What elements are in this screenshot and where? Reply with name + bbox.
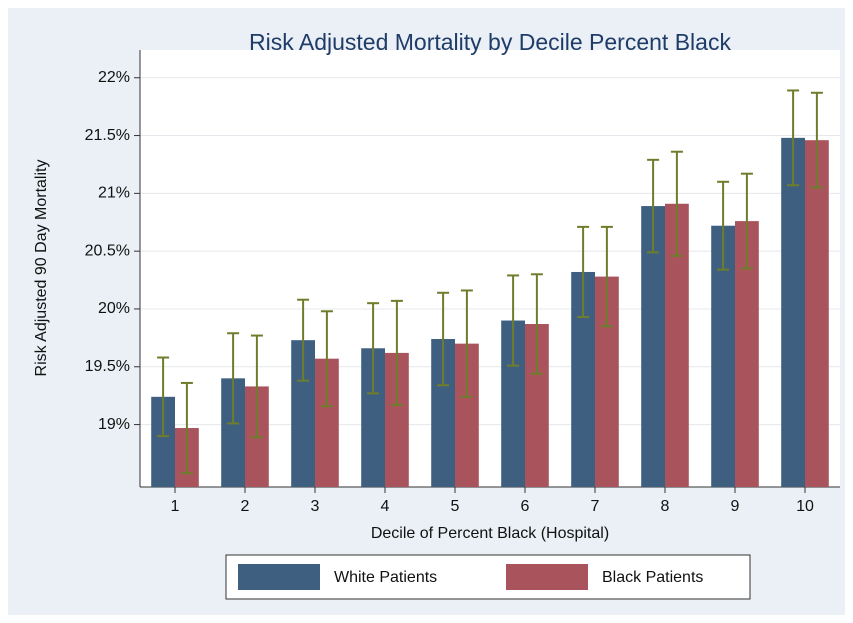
- x-tick-label: 9: [731, 498, 740, 515]
- legend-swatch: [238, 564, 320, 590]
- bar: [571, 271, 595, 487]
- bar: [385, 352, 409, 487]
- y-tick-label: 21%: [98, 185, 130, 202]
- bar: [641, 206, 665, 488]
- x-tick-label: 1: [171, 498, 180, 515]
- x-tick-label: 7: [591, 498, 600, 515]
- y-tick-label: 22%: [98, 69, 130, 86]
- x-tick-label: 5: [451, 498, 460, 515]
- bar: [501, 320, 525, 487]
- x-tick-label: 4: [381, 498, 390, 515]
- bar: [291, 340, 315, 487]
- x-axis-label: Decile of Percent Black (Hospital): [371, 525, 609, 542]
- x-tick-label: 8: [661, 498, 670, 515]
- y-tick-label: 19%: [98, 416, 130, 433]
- legend-swatch: [506, 564, 588, 590]
- bar: [151, 396, 175, 487]
- y-tick-label: 21.5%: [85, 127, 130, 144]
- y-tick-label: 19.5%: [85, 358, 130, 375]
- bar: [221, 378, 245, 487]
- x-tick-label: 2: [241, 498, 250, 515]
- bar: [711, 225, 735, 488]
- bar: [595, 276, 619, 487]
- bar: [455, 343, 479, 487]
- y-tick-label: 20%: [98, 300, 130, 317]
- x-tick-label: 3: [311, 498, 320, 515]
- legend-label: Black Patients: [602, 569, 703, 586]
- bar: [361, 348, 385, 487]
- bar: [525, 323, 549, 487]
- x-tick-label: 6: [521, 498, 530, 515]
- y-axis-label: Risk Adjusted 90 Day Mortality: [33, 160, 50, 377]
- bar: [781, 137, 805, 487]
- bar: [735, 221, 759, 487]
- bar: [665, 203, 689, 487]
- bar: [431, 339, 455, 487]
- chart-title: Risk Adjusted Mortality by Decile Percen…: [249, 29, 731, 55]
- y-tick-label: 20.5%: [85, 242, 130, 259]
- bar: [805, 140, 829, 487]
- x-tick-label: 10: [796, 498, 814, 515]
- legend-label: White Patients: [334, 569, 437, 586]
- bar: [315, 358, 339, 487]
